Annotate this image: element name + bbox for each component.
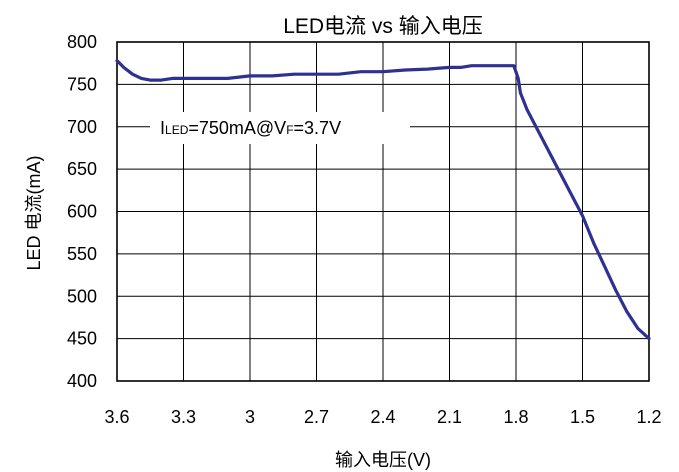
x-tick-label: 3 <box>245 407 255 427</box>
chart-title: LED电流 vs 输入电压 <box>283 15 483 38</box>
annotation-sub-led: LED <box>165 123 189 137</box>
x-tick-label: 1.8 <box>503 407 528 427</box>
annotation-label: ILED=750mA@VF=3.7V <box>160 118 341 138</box>
annotation-sub-f: F <box>286 123 293 137</box>
series-line <box>115 59 651 341</box>
x-tick-label: 1.5 <box>570 407 595 427</box>
x-tick-label: 2.4 <box>370 407 395 427</box>
annotation-prefix: I <box>160 118 165 138</box>
y-tick-label: 650 <box>67 159 97 179</box>
x-tick-label: 3.3 <box>171 407 196 427</box>
y-tick-label: 800 <box>67 32 97 52</box>
y-tick-label: 450 <box>67 329 97 349</box>
plot-frame <box>116 41 650 382</box>
annotation-mid: =750mA@V <box>188 118 286 138</box>
y-tick-labels: 800 750 700 650 600 550 500 450 400 <box>67 32 97 391</box>
x-tick-label: 3.6 <box>104 407 129 427</box>
y-tick-label: 500 <box>67 286 97 306</box>
y-tick-label: 550 <box>67 244 97 264</box>
x-tick-label: 2.1 <box>437 407 462 427</box>
y-tick-label: 750 <box>67 74 97 94</box>
y-axis-label: LED 电流(mA) <box>24 155 44 270</box>
y-tick-label: 700 <box>67 117 97 137</box>
x-tick-label: 2.7 <box>304 407 329 427</box>
annotation-box <box>150 112 410 144</box>
x-axis-label: 输入电压(V) <box>335 450 431 470</box>
x-tick-label: 1.2 <box>636 407 661 427</box>
y-tick-label: 600 <box>67 202 97 222</box>
y-tick-label: 400 <box>67 371 97 391</box>
x-tick-labels: 3.6 3.3 3 2.7 2.4 2.1 1.8 1.5 1.2 <box>104 407 661 427</box>
annotation-suffix: =3.7V <box>294 118 342 138</box>
